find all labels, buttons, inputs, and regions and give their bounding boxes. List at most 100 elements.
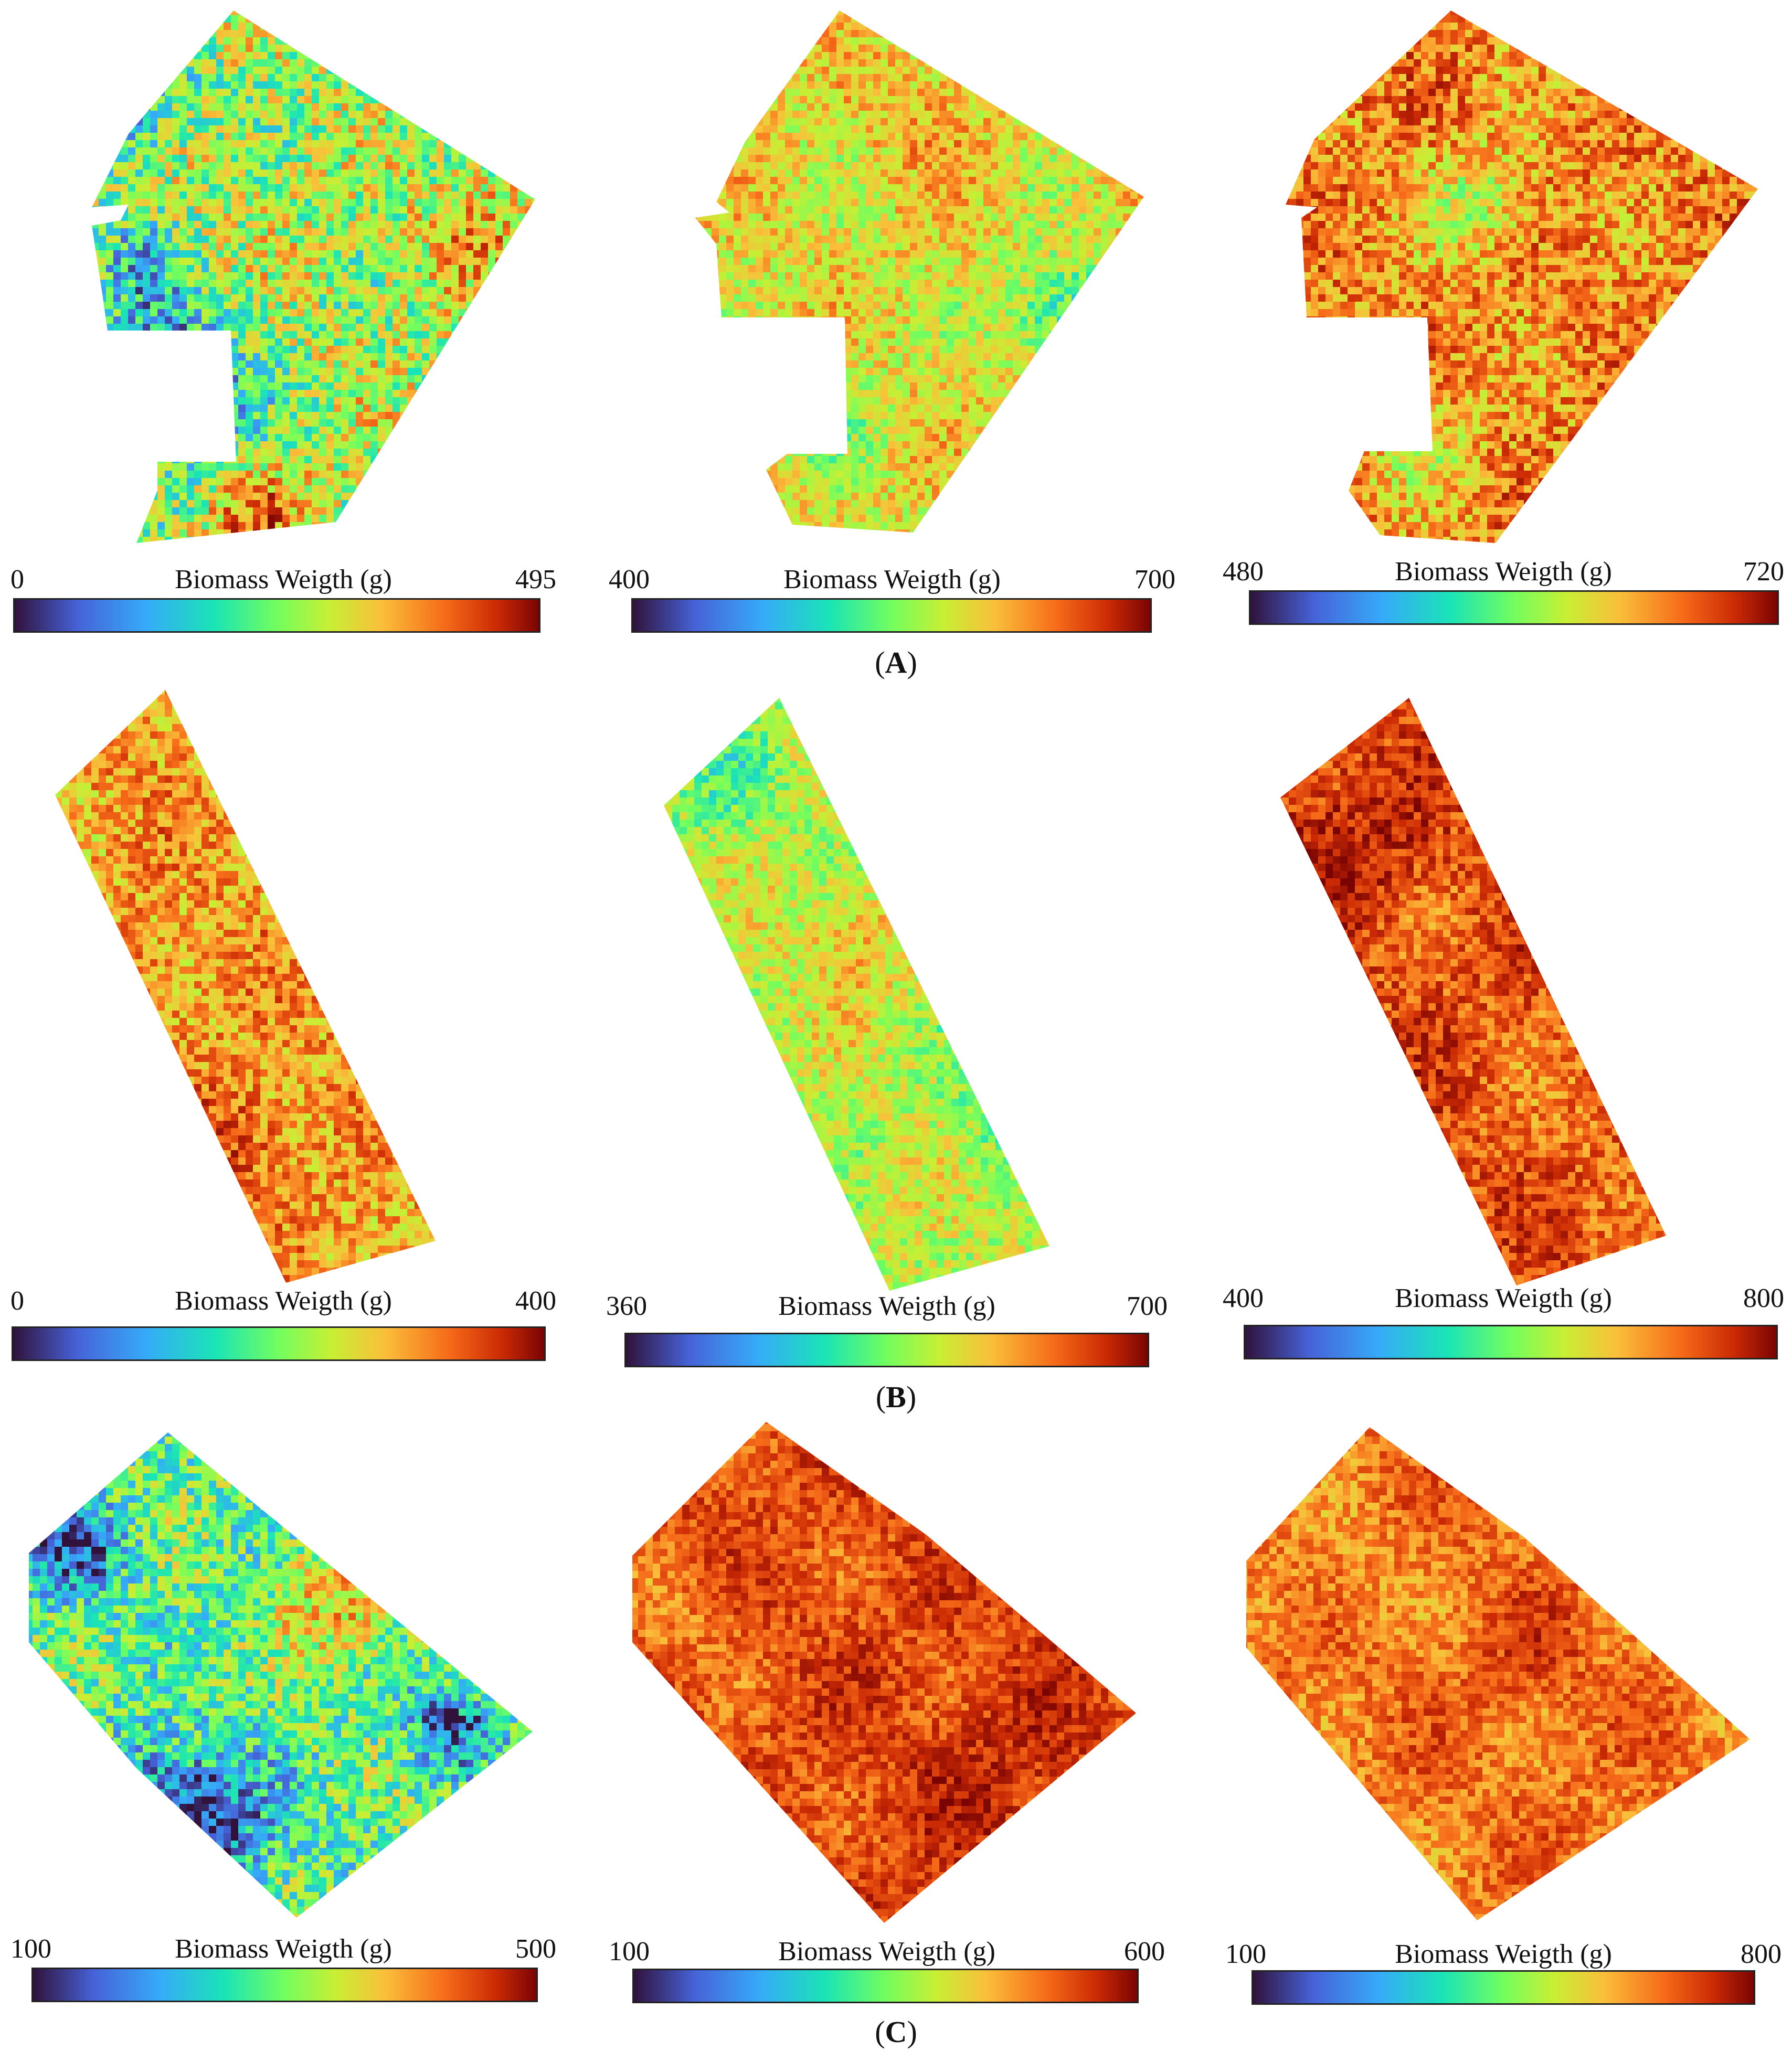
- map-pixel: [231, 478, 239, 486]
- map-pixel: [202, 140, 209, 148]
- map-pixel: [554, 118, 562, 126]
- map-pixel: [539, 52, 547, 60]
- map-pixel: [209, 96, 217, 104]
- map-pixel: [33, 434, 40, 442]
- map-pixel: [55, 30, 62, 38]
- map-pixel: [40, 96, 48, 104]
- map-pixel: [370, 309, 378, 317]
- map-pixel: [297, 30, 305, 38]
- map-pixel: [481, 162, 489, 170]
- map-pixel: [224, 184, 231, 192]
- map-pixel: [459, 309, 466, 317]
- map-pixel: [113, 294, 121, 302]
- map-pixel: [172, 23, 180, 30]
- map-pixel: [25, 118, 33, 126]
- map-pixel: [341, 103, 349, 111]
- map-pixel: [143, 147, 151, 155]
- map-pixel: [407, 412, 415, 420]
- map-pixel: [246, 265, 253, 273]
- map-pixel: [495, 463, 503, 471]
- map-pixel: [55, 449, 62, 456]
- map-pixel: [444, 434, 452, 442]
- map-pixel: [47, 302, 55, 310]
- map-pixel: [312, 206, 320, 214]
- map-pixel: [121, 441, 129, 449]
- map-pixel: [157, 294, 165, 302]
- map-pixel: [143, 265, 151, 273]
- map-pixel: [510, 324, 518, 332]
- map-pixel: [400, 419, 408, 427]
- map-pixel: [378, 96, 386, 104]
- map-pixel: [275, 294, 283, 302]
- map-pixel: [525, 463, 533, 471]
- map-pixel: [121, 258, 129, 265]
- map-pixel: [246, 59, 253, 67]
- map-pixel: [268, 30, 275, 38]
- map-pixel: [202, 478, 209, 486]
- map-pixel: [400, 96, 408, 104]
- map-pixel: [297, 280, 305, 288]
- map-pixel: [10, 309, 18, 317]
- map-pixel: [444, 15, 452, 23]
- map-pixel: [55, 390, 62, 398]
- map-pixel: [18, 192, 26, 199]
- map-pixel: [194, 169, 202, 177]
- map-pixel: [326, 118, 334, 126]
- map-pixel: [554, 449, 562, 456]
- map-pixel: [128, 390, 136, 398]
- map-pixel: [113, 250, 121, 258]
- map-pixel: [400, 368, 408, 376]
- map-pixel: [33, 287, 40, 295]
- map-pixel: [40, 280, 48, 288]
- map-pixel: [157, 265, 165, 273]
- map-pixel: [437, 331, 444, 339]
- map-pixel: [488, 10, 496, 16]
- map-pixel: [179, 331, 187, 339]
- map-pixel: [84, 324, 92, 332]
- map-pixel: [260, 37, 268, 45]
- map-pixel: [429, 10, 437, 16]
- map-pixel: [202, 199, 209, 207]
- map-pixel: [510, 346, 518, 354]
- map-pixel: [187, 441, 195, 449]
- map-pixel: [444, 463, 452, 471]
- map-pixel: [517, 463, 525, 471]
- map-pixel: [473, 103, 481, 111]
- map-pixel: [275, 45, 283, 52]
- map-pixel: [554, 324, 562, 332]
- map-pixel: [510, 199, 518, 207]
- map-pixel: [165, 441, 173, 449]
- map-pixel: [55, 485, 62, 493]
- map-pixel: [253, 45, 261, 52]
- map-pixel: [517, 81, 525, 89]
- map-pixel: [304, 346, 312, 354]
- map-pixel: [99, 67, 107, 75]
- map-pixel: [400, 346, 408, 354]
- map-pixel: [172, 427, 180, 434]
- map-pixel: [510, 412, 518, 420]
- map-pixel: [400, 228, 408, 236]
- map-pixel: [488, 331, 496, 339]
- map-pixel: [481, 15, 489, 23]
- map-pixel: [554, 59, 562, 67]
- map-pixel: [415, 81, 422, 89]
- map-pixel: [547, 412, 555, 420]
- map-pixel: [18, 155, 26, 163]
- map-pixel: [326, 125, 334, 133]
- map-pixel: [33, 23, 40, 30]
- map-pixel: [341, 243, 349, 251]
- map-pixel: [150, 265, 158, 273]
- map-pixel: [77, 140, 84, 148]
- map-pixel: [25, 478, 33, 486]
- map-pixel: [473, 250, 481, 258]
- map-pixel: [495, 331, 503, 339]
- map-pixel: [202, 214, 209, 221]
- map-pixel: [172, 30, 180, 38]
- map-pixel: [459, 118, 466, 126]
- map-pixel: [10, 287, 18, 295]
- map-pixel: [495, 236, 503, 243]
- map-pixel: [459, 221, 466, 229]
- map-pixel: [224, 236, 231, 243]
- map-pixel: [422, 390, 430, 398]
- map-pixel: [165, 405, 173, 412]
